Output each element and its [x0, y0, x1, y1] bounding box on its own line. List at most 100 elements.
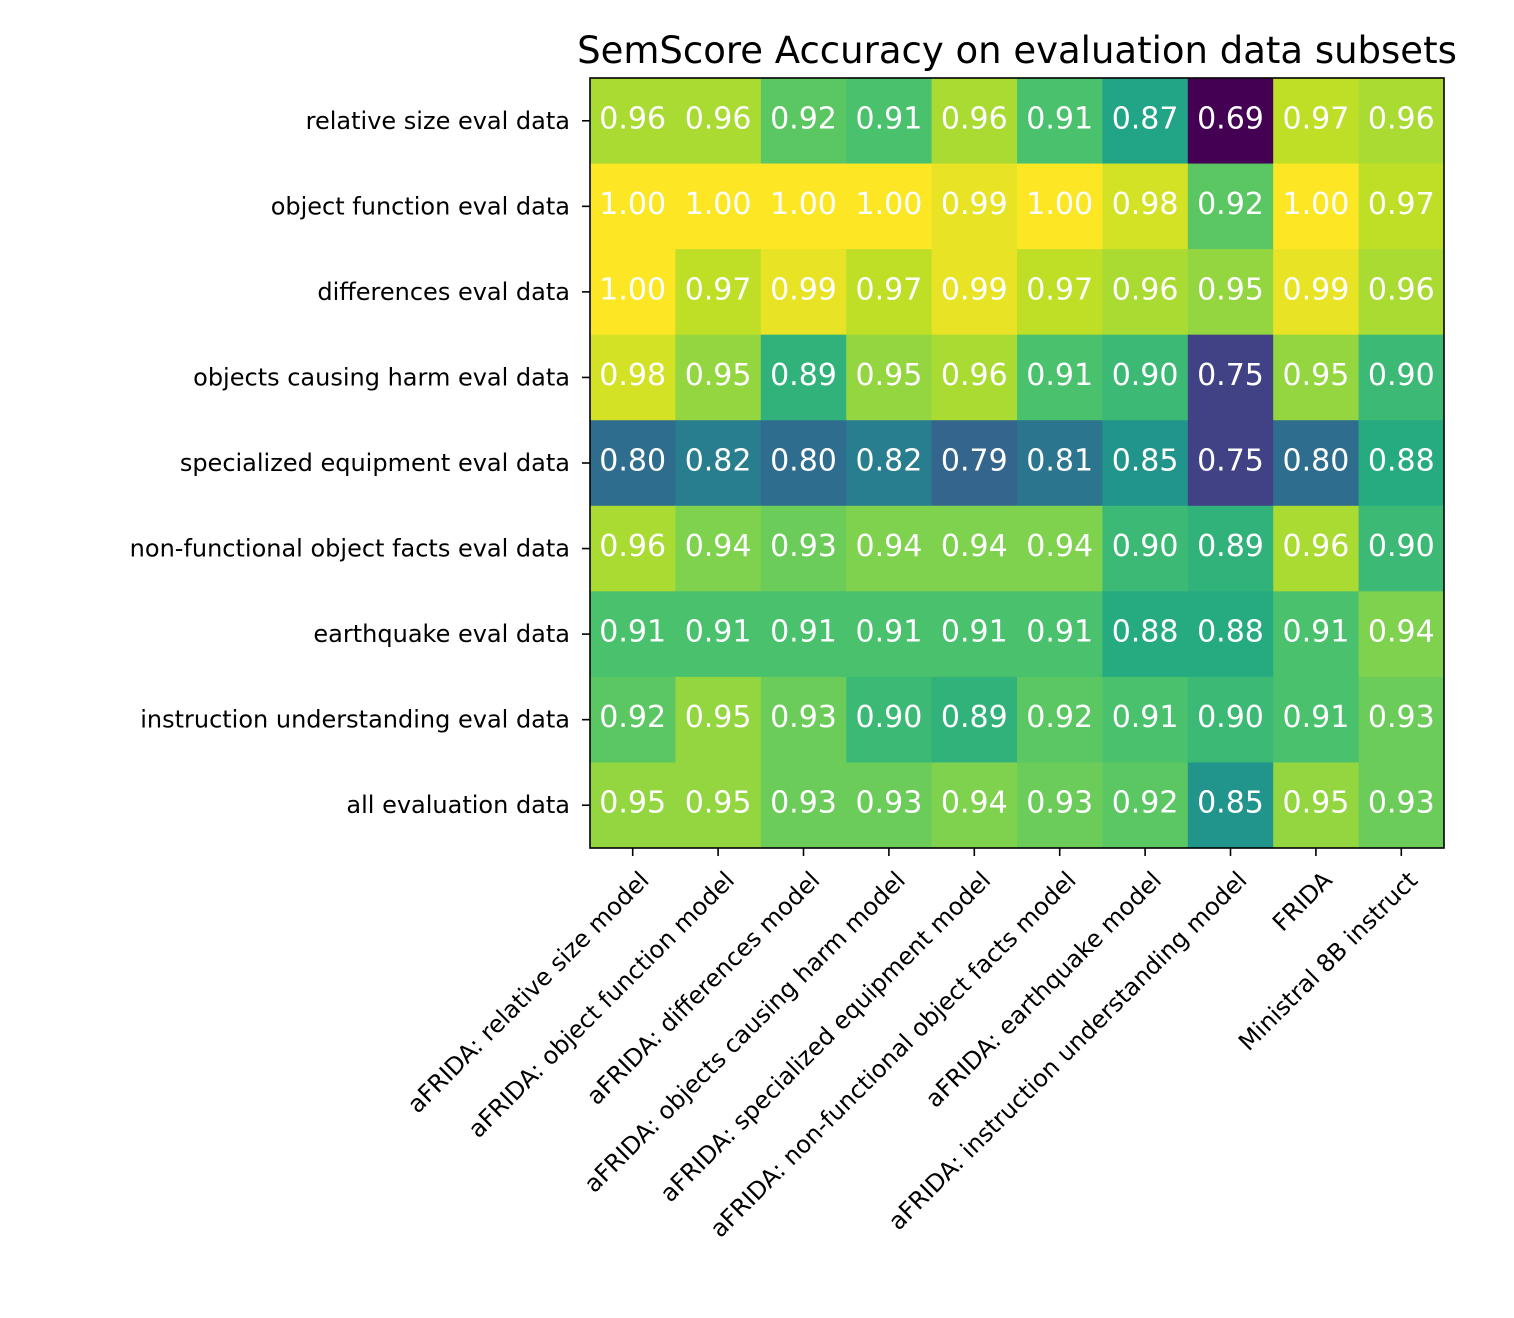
heatmap-cell: [675, 591, 762, 678]
y-tick-label: objects causing harm eval data: [193, 363, 570, 391]
heatmap-cell: [1358, 334, 1445, 421]
y-tick-label: instruction understanding eval data: [140, 706, 570, 734]
heatmap-cell: [1273, 334, 1360, 421]
cell-value-label: 0.85: [1197, 786, 1264, 821]
heatmap-cell: [846, 78, 933, 165]
heatmap-cell: [1187, 78, 1274, 165]
heatmap-cell: [590, 591, 676, 678]
heatmap-cell: [846, 591, 933, 678]
heatmap-cell: [1187, 334, 1274, 421]
cell-value-label: 0.94: [856, 529, 923, 564]
heatmap-cell: [1273, 420, 1360, 507]
heatmap-cell: [931, 163, 1018, 250]
heatmap-cell: [675, 334, 762, 421]
cell-value-label: 0.91: [1283, 615, 1350, 650]
cell-value-label: 0.88: [1368, 444, 1435, 479]
heatmap-cell: [1358, 505, 1445, 592]
cell-value-label: 0.99: [1283, 272, 1350, 307]
heatmap-cell: [1358, 249, 1445, 336]
heatmap-cell: [1102, 762, 1189, 849]
cell-value-label: 0.94: [1026, 529, 1093, 564]
y-tick-label: all evaluation data: [346, 791, 570, 819]
heatmap-cell: [846, 334, 933, 421]
cell-value-label: 0.88: [1112, 615, 1179, 650]
heatmap-cell: [760, 676, 847, 763]
cell-value-label: 0.88: [1197, 615, 1264, 650]
cell-value-label: 0.93: [770, 786, 837, 821]
heatmap-cell: [1273, 163, 1360, 250]
y-tick-label: object function eval data: [271, 192, 570, 220]
heatmap-cell: [1102, 249, 1189, 336]
cell-value-label: 0.93: [770, 529, 837, 564]
cell-value-label: 0.91: [1026, 358, 1093, 393]
heatmap-cell: [1102, 334, 1189, 421]
cell-value-label: 0.91: [1112, 700, 1179, 735]
heatmap-cell: [1017, 420, 1103, 507]
cell-value-label: 0.97: [856, 272, 923, 307]
heatmap-cell: [931, 249, 1018, 336]
cell-value-label: 0.92: [1112, 786, 1179, 821]
cell-value-label: 0.96: [941, 101, 1008, 136]
heatmap-cell: [590, 676, 676, 763]
heatmap-cell: [1187, 591, 1274, 678]
heatmap-cell: [846, 420, 933, 507]
cell-value-label: 0.95: [1283, 786, 1350, 821]
cell-value-label: 0.98: [1112, 187, 1179, 222]
y-tick-label: earthquake eval data: [313, 620, 570, 648]
cell-value-label: 0.95: [1283, 358, 1350, 393]
heatmap-cell: [1273, 762, 1360, 849]
heatmap-cell: [760, 334, 847, 421]
cell-value-label: 0.96: [1283, 529, 1350, 564]
cell-value-label: 0.95: [685, 786, 752, 821]
cell-value-label: 0.80: [1283, 444, 1350, 479]
cell-value-label: 0.91: [856, 615, 923, 650]
cell-value-label: 0.93: [1368, 700, 1435, 735]
cell-value-label: 0.90: [1197, 700, 1264, 735]
cell-value-label: 0.99: [941, 272, 1008, 307]
heatmap-cell: [1187, 163, 1274, 250]
cell-value-label: 0.97: [685, 272, 752, 307]
cell-value-label: 0.96: [1112, 272, 1179, 307]
heatmap-cell: [1102, 78, 1189, 165]
cell-value-label: 0.91: [599, 615, 666, 650]
cell-value-label: 0.95: [685, 358, 752, 393]
heatmap-cell: [1017, 334, 1103, 421]
cell-value-label: 0.91: [685, 615, 752, 650]
heatmap-cell: [1102, 420, 1189, 507]
heatmap-cell: [931, 762, 1018, 849]
cell-value-label: 0.80: [770, 444, 837, 479]
cell-value-label: 0.90: [1368, 358, 1435, 393]
heatmap-cell: [1102, 591, 1189, 678]
heatmap-cell: [760, 163, 847, 250]
heatmap-cell: [1017, 78, 1103, 165]
heatmap-cell: [1358, 78, 1445, 165]
cell-value-label: 0.91: [1283, 700, 1350, 735]
cell-value-label: 0.97: [1368, 187, 1435, 222]
cell-value-label: 0.93: [1026, 786, 1093, 821]
heatmap-cell: [1102, 505, 1189, 592]
heatmap-cell: [675, 505, 762, 592]
cell-value-label: 1.00: [599, 187, 666, 222]
heatmap-cell: [590, 505, 676, 592]
cell-value-label: 0.91: [1026, 101, 1093, 136]
cell-value-label: 0.92: [1197, 187, 1264, 222]
heatmap-cell: [760, 505, 847, 592]
heatmap-cell: [590, 762, 676, 849]
heatmap-cell: [846, 505, 933, 592]
cell-value-label: 1.00: [770, 187, 837, 222]
heatmap-cells: [590, 78, 1445, 849]
heatmap-cell: [1273, 591, 1360, 678]
cell-value-label: 0.91: [1026, 615, 1093, 650]
y-axis: relative size eval data object function e…: [130, 107, 590, 819]
heatmap-cell: [760, 591, 847, 678]
cell-value-label: 0.96: [599, 529, 666, 564]
cell-value-label: 0.93: [856, 786, 923, 821]
heatmap-cell: [1017, 676, 1103, 763]
cell-value-label: 0.96: [1368, 272, 1435, 307]
heatmap-cell: [1017, 249, 1103, 336]
cell-value-label: 0.75: [1197, 358, 1264, 393]
cell-value-label: 0.94: [1368, 615, 1435, 650]
x-tick-label: aFRIDA: objects causing harm model: [579, 866, 911, 1198]
